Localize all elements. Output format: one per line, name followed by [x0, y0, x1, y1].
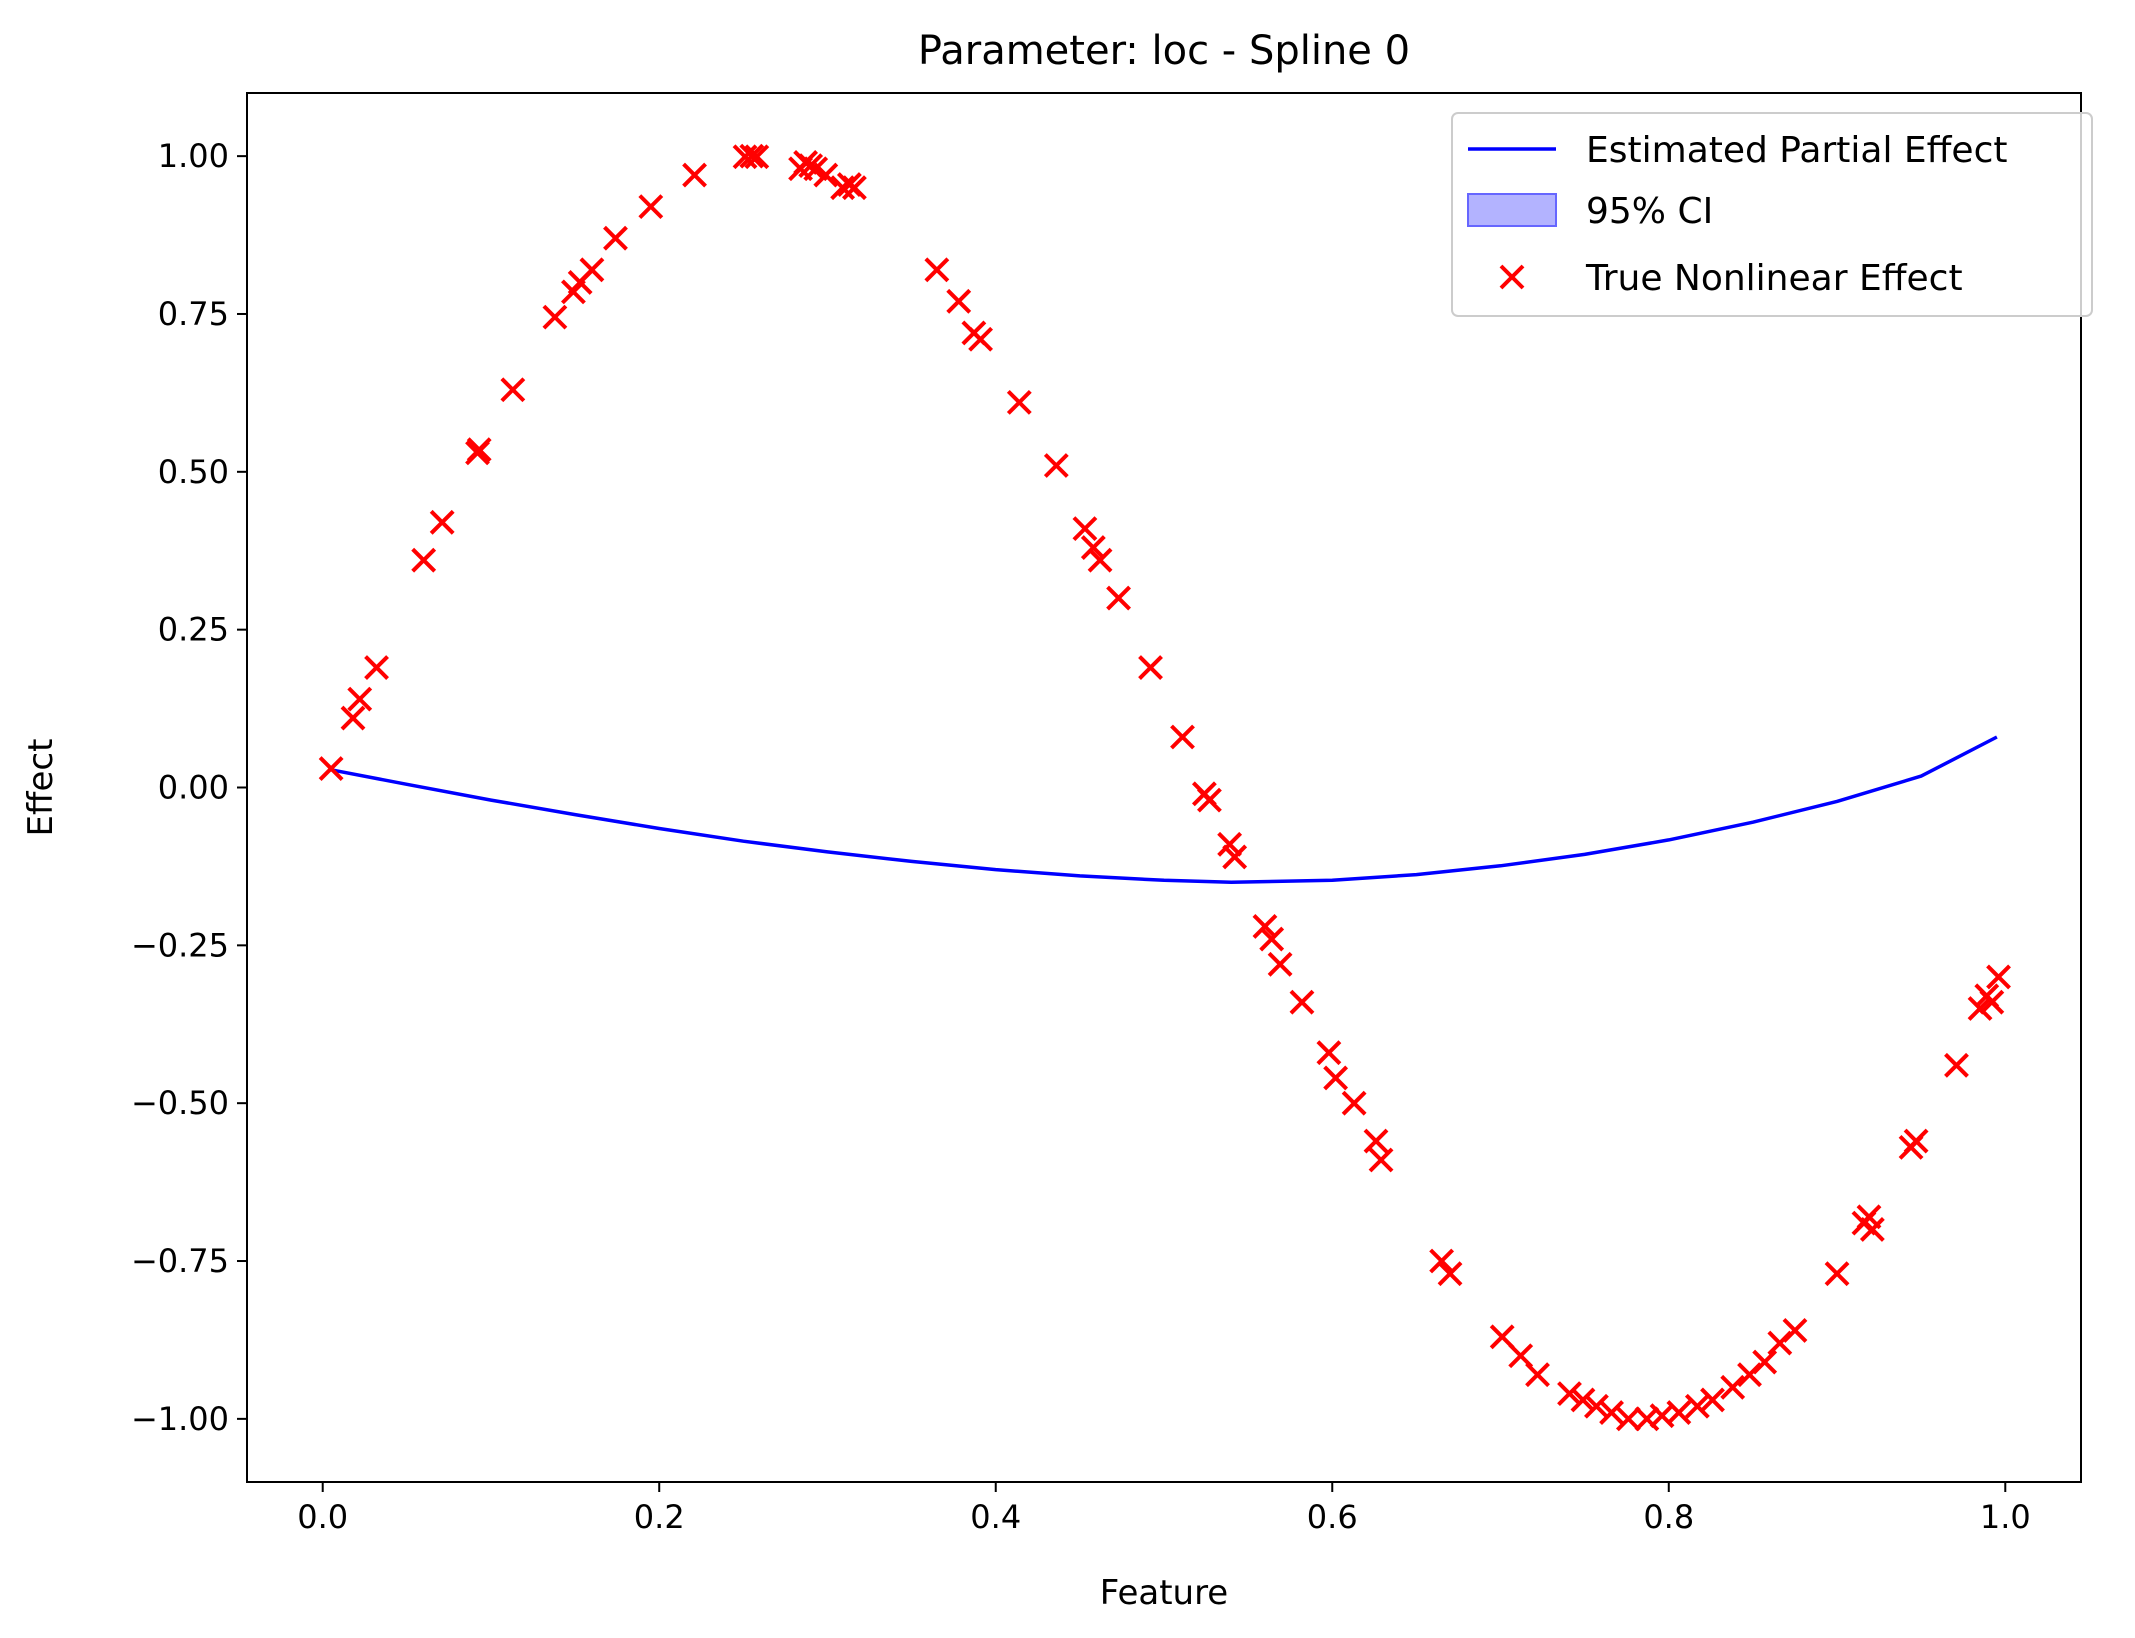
scatter-point: [1666, 1400, 1692, 1425]
scatter-point: [1072, 516, 1098, 542]
scatter-point: [1197, 787, 1222, 813]
x-axis-title: Feature: [1100, 1573, 1228, 1613]
scatter-point: [1752, 1349, 1778, 1375]
legend-label-band: 95% CI: [1586, 191, 1713, 232]
scatter-point: [1967, 996, 1993, 1021]
scatter-point: [1316, 1040, 1342, 1066]
scatter-point: [542, 304, 568, 330]
scatter-point: [429, 509, 455, 535]
scatter-point: [1584, 1393, 1609, 1419]
scatter-point: [1944, 1052, 1969, 1078]
scatter-point: [841, 175, 867, 201]
x-tick-label: 0.4: [970, 1498, 1021, 1536]
scatter-point: [744, 144, 770, 170]
scatter-point: [1259, 926, 1285, 952]
scatter-point: [830, 175, 856, 201]
scatter-point: [1043, 453, 1069, 478]
scatter-point: [1222, 844, 1248, 870]
legend-band-swatch: [1467, 193, 1557, 227]
legend-label-scatter: True Nonlinear Effect: [1585, 258, 1963, 299]
scatter-point: [1106, 585, 1131, 611]
legend-scatter-swatch: [1499, 264, 1525, 290]
scatter-point: [924, 257, 950, 283]
scatter-point: [500, 377, 526, 403]
y-tick-label: 0.75: [158, 295, 229, 333]
scatter-point: [1824, 1261, 1850, 1287]
scatter-point: [340, 705, 366, 731]
y-tick-label: −1.00: [131, 1400, 229, 1438]
x-tick-label: 0.8: [1643, 1498, 1694, 1536]
plot-marks: [318, 143, 2011, 1432]
y-tick-label: 0.00: [158, 769, 229, 807]
scatter-point: [411, 547, 437, 573]
legend-scatter-marker: [1499, 264, 1525, 290]
scatter-point: [968, 326, 994, 352]
scatter-point: [1557, 1381, 1582, 1407]
scatter-point: [1615, 1406, 1641, 1432]
scatter-point: [1289, 989, 1315, 1015]
x-tick-label: 0.6: [1307, 1498, 1358, 1536]
scatter-point: [1859, 1217, 1885, 1242]
scatter-point: [1599, 1400, 1624, 1425]
x-tick-label: 0.0: [297, 1498, 348, 1536]
scatter-point: [1217, 831, 1243, 857]
scatter-point: [732, 144, 758, 170]
scatter-point: [682, 162, 707, 188]
scatter-point: [603, 225, 628, 251]
scatter-point: [1341, 1090, 1367, 1116]
scatter-point: [1363, 1128, 1389, 1154]
scatter-point: [638, 194, 664, 220]
scatter-point: [1368, 1147, 1394, 1173]
scatter-point: [1429, 1248, 1455, 1274]
scatter-point: [1986, 964, 2011, 990]
scatter-point: [1979, 989, 2005, 1015]
scatter-point: [1903, 1128, 1929, 1154]
scatter-point: [1684, 1393, 1710, 1419]
y-tick-label: 0.25: [158, 611, 229, 649]
axis-ticks: 0.0 0.2 0.4 0.6 0.8 1.0 −1.00 −0.75 −0.50 −0.25 0.…: [131, 137, 2031, 1536]
scatter-point: [1437, 1261, 1463, 1287]
scatter-point: [347, 686, 373, 712]
x-tick-label: 1.0: [1980, 1498, 2031, 1536]
scatter-point: [813, 162, 839, 188]
chart-title: Parameter: loc - Spline 0: [918, 28, 1410, 74]
scatter-point: [364, 655, 389, 680]
legend-label-line: Estimated Partial Effect: [1586, 130, 2008, 171]
plot-frame: [246, 92, 2082, 1483]
y-tick-label: −0.25: [131, 926, 229, 964]
scatter-point: [318, 756, 344, 781]
scatter-point: [1489, 1324, 1515, 1350]
legend-box: [1451, 112, 2093, 317]
scatter-point: [1525, 1362, 1550, 1388]
y-tick-label: −0.75: [131, 1242, 229, 1280]
y-tick-label: −0.50: [131, 1084, 229, 1122]
scatter-point: [1170, 724, 1195, 750]
y-tick-label: 0.50: [158, 453, 229, 491]
x-tick-label: 0.2: [634, 1498, 685, 1536]
scatter-point: [739, 143, 765, 169]
scatter-point: [1720, 1374, 1746, 1400]
scatter-point: [1323, 1065, 1349, 1091]
legend: Estimated Partial Effect 95% CI True Non…: [1451, 112, 2093, 317]
scatter-point: [1700, 1387, 1725, 1413]
scatter-point: [1782, 1318, 1808, 1343]
scatter-point: [1634, 1406, 1660, 1432]
scatter-point: [466, 437, 492, 463]
scatter-point: [579, 257, 605, 283]
scatter-point: [946, 288, 972, 314]
scatter-point: [1006, 389, 1032, 415]
y-tick-label: 1.00: [158, 137, 229, 175]
estimated-effect-line: [330, 735, 1998, 884]
scatter-point: [1570, 1387, 1596, 1413]
scatter-point: [1138, 655, 1163, 680]
y-axis-title: Effect: [21, 739, 61, 837]
scatter-point: [1267, 951, 1293, 977]
scatter-point: [1087, 547, 1113, 573]
scatter-point: [1252, 913, 1278, 939]
scatter-point: [1080, 535, 1106, 560]
